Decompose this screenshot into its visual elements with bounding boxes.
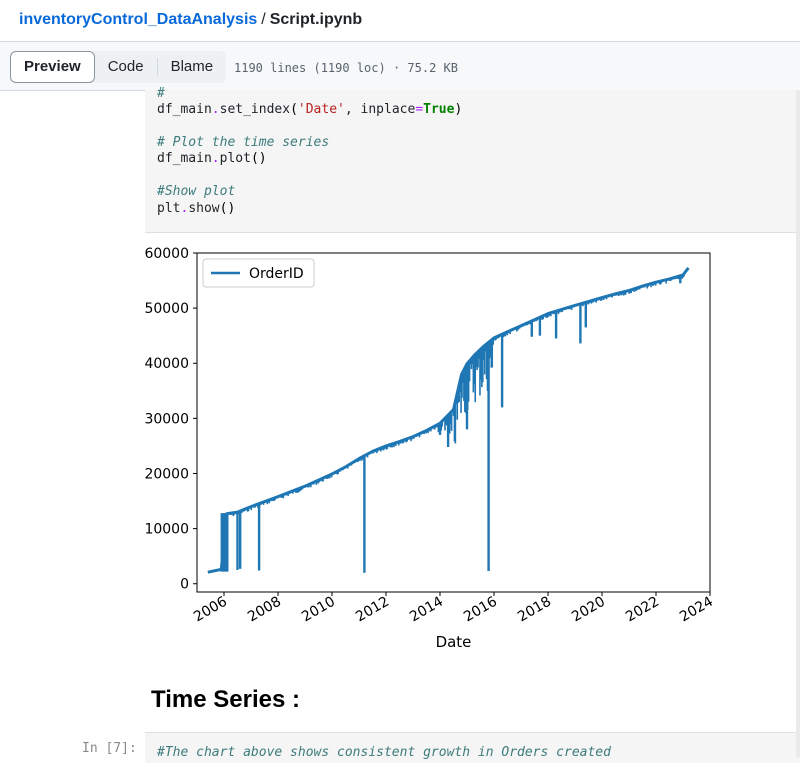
code-line-comment: #Show plot bbox=[157, 184, 236, 199]
scrollbar[interactable] bbox=[796, 90, 800, 757]
cell-prompt: In [7]: bbox=[82, 741, 137, 756]
code-string: 'Date' bbox=[297, 102, 345, 117]
tab-divider bbox=[156, 58, 158, 76]
code-obj: df_main bbox=[157, 102, 212, 117]
code-bool: True bbox=[423, 102, 455, 117]
file-toolbar: Preview Code Blame 1190 lines (1190 loc)… bbox=[0, 42, 800, 91]
x-tick-label: 2012 bbox=[353, 594, 392, 626]
file-name: Script.ipynb bbox=[269, 11, 363, 28]
code-method: show bbox=[188, 201, 220, 216]
next-code-cell[interactable]: #The chart above shows consistent growth… bbox=[145, 732, 800, 763]
code-line-show: plt.show() bbox=[157, 201, 236, 216]
tab-preview[interactable]: Preview bbox=[10, 51, 95, 83]
code-obj: plt bbox=[157, 201, 181, 216]
x-tick-label: 2018 bbox=[515, 594, 554, 626]
legend-box bbox=[202, 258, 315, 288]
code-cell[interactable]: # df_main.set_index('Date', inplace=True… bbox=[145, 86, 800, 233]
x-tick-label: 2014 bbox=[407, 594, 446, 626]
x-tick-label: 2024 bbox=[677, 594, 716, 626]
code-obj: df_main bbox=[157, 151, 212, 166]
code-line-plot: df_main.plot() bbox=[157, 151, 267, 166]
breadcrumb-separator: / bbox=[261, 11, 266, 28]
view-mode-switch: Preview Code Blame bbox=[10, 51, 227, 83]
y-tick-label: 10000 bbox=[144, 522, 189, 538]
plot-area bbox=[196, 252, 711, 593]
y-tick-label: 20000 bbox=[144, 466, 189, 482]
file-info: 1190 lines (1190 loc) · 75.2 KB bbox=[234, 61, 458, 75]
y-tick-label: 60000 bbox=[144, 246, 189, 262]
code-kwarg: inplace bbox=[360, 102, 416, 117]
x-tick-label: 2016 bbox=[461, 594, 500, 626]
tab-code[interactable]: Code bbox=[107, 58, 144, 75]
x-tick-label: 2010 bbox=[299, 594, 338, 626]
x-tick-label: 2020 bbox=[569, 594, 608, 626]
code-line-comment: # bbox=[157, 86, 165, 101]
repo-link[interactable]: inventoryControl_DataAnalysis bbox=[19, 11, 258, 28]
breadcrumb: inventoryControl_DataAnalysis / Script.ipy… bbox=[19, 11, 362, 29]
y-tick-label: 40000 bbox=[144, 356, 189, 372]
next-cell-comment: #The chart above shows consistent growth… bbox=[157, 745, 611, 760]
markdown-heading: Time Series : bbox=[151, 686, 300, 713]
x-tick-label: 2006 bbox=[191, 594, 230, 626]
code-line-comment: # Plot the time series bbox=[157, 135, 330, 150]
x-tick-label: 2008 bbox=[245, 594, 284, 626]
y-tick-label: 30000 bbox=[144, 411, 189, 427]
tab-blame[interactable]: Blame bbox=[170, 58, 214, 75]
x-tick-label: 2022 bbox=[623, 594, 662, 626]
y-tick-label: 0 bbox=[180, 577, 189, 593]
y-tick-label: 50000 bbox=[144, 301, 189, 317]
code-method: plot bbox=[219, 151, 251, 166]
header-divider bbox=[0, 41, 800, 42]
legend-label: OrderID bbox=[249, 266, 304, 282]
x-axis-label: Date bbox=[436, 633, 472, 651]
code-method: set_index bbox=[219, 102, 291, 117]
code-line-set-index: df_main.set_index('Date', inplace=True) bbox=[157, 102, 463, 117]
